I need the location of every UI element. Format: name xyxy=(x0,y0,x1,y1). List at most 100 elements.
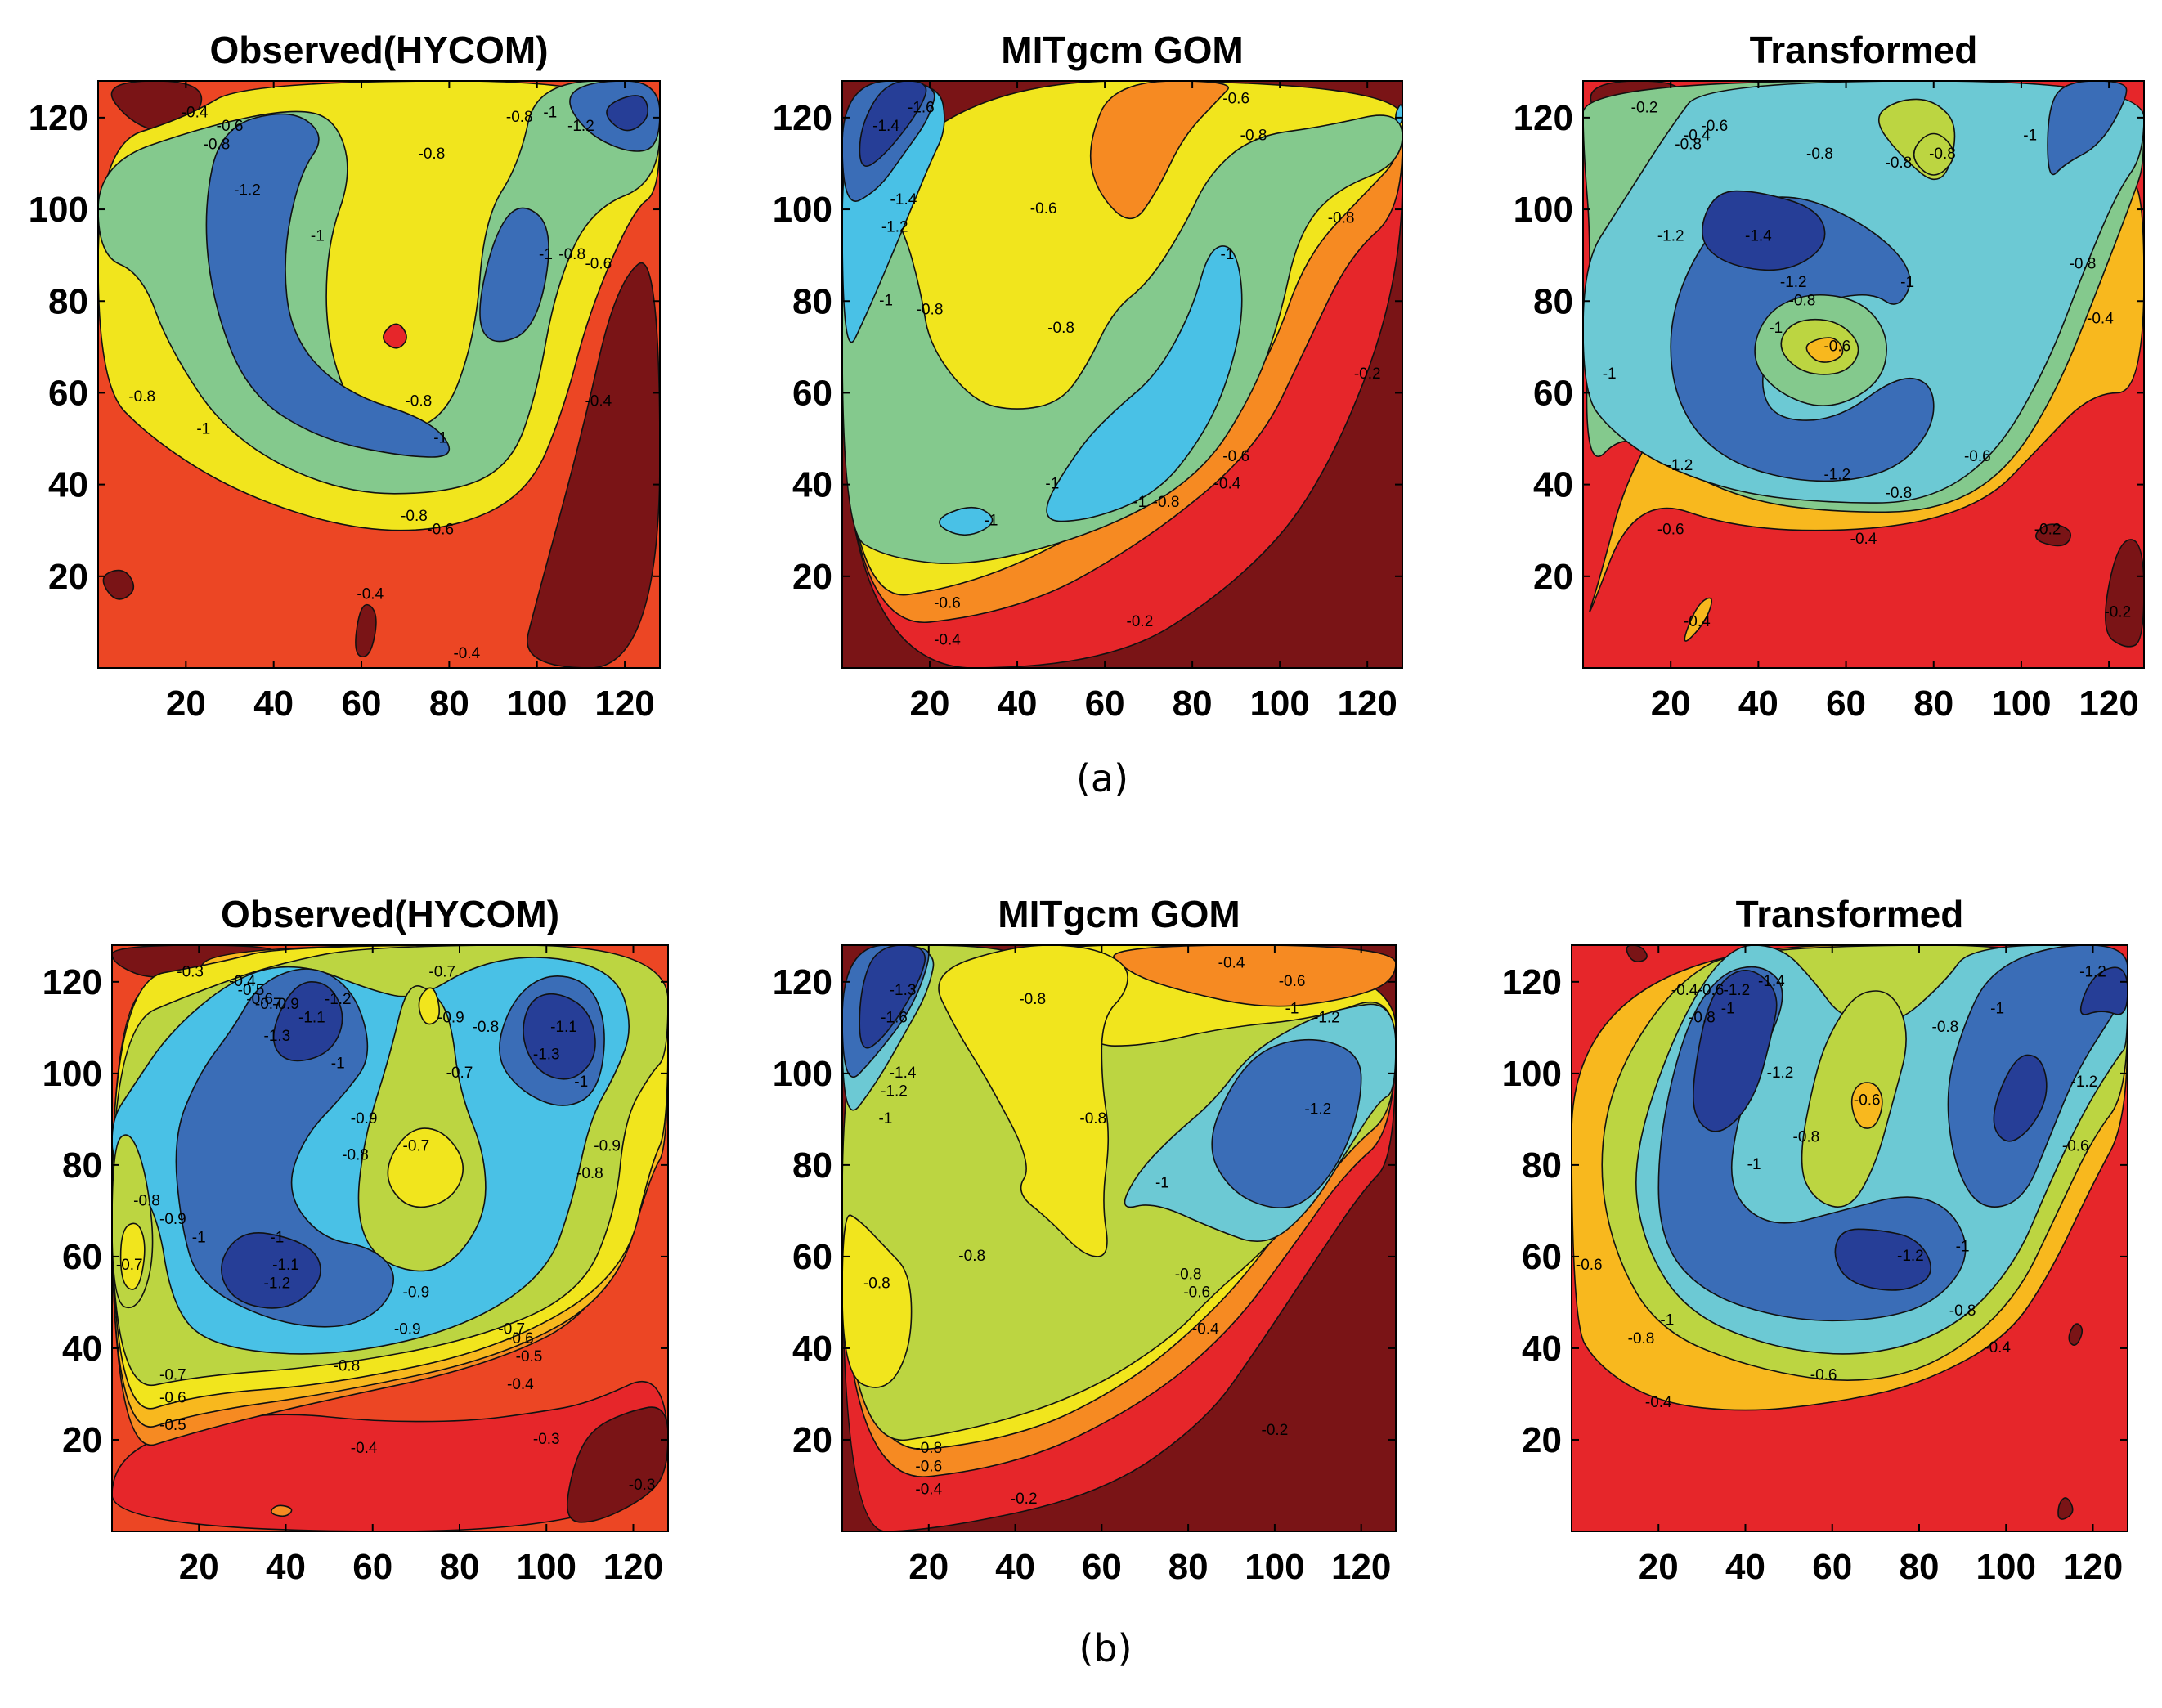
contour-label: -0.2 xyxy=(2104,604,2131,621)
contour-panel-2: -0.6 -0.8 -0.6 -0.8 -0.8 -1 -1.2 -1.4 -1.4 -1.6 -1… xyxy=(773,29,1403,724)
y-tick-label: 20 xyxy=(62,1420,102,1460)
contour-label: -0.8 xyxy=(342,1147,369,1164)
x-tick-label: 20 xyxy=(179,1547,219,1587)
contour-label: -1 xyxy=(1769,320,1783,337)
y-tick-label: 120 xyxy=(1502,962,1562,1002)
y-tick-label: 100 xyxy=(773,190,832,230)
y-tick-label: 120 xyxy=(1514,98,1573,138)
contour-region xyxy=(1684,597,1712,642)
contour-label: -1 xyxy=(192,1230,206,1247)
y-tick-label: 100 xyxy=(43,1054,102,1094)
x-tick-label: 20 xyxy=(166,684,206,724)
contour-label: -1 xyxy=(1045,476,1059,493)
contour-label: -0.8 xyxy=(401,508,428,525)
contour-region xyxy=(567,1406,668,1523)
contour-label: -1 xyxy=(311,228,325,245)
contour-label: -0.4 xyxy=(1218,954,1245,971)
contour-label: -1 xyxy=(879,292,893,309)
y-tick-label: 40 xyxy=(1533,465,1573,505)
contour-region xyxy=(527,262,660,668)
contour-label: -1 xyxy=(2023,127,2037,144)
y-tick-label: 20 xyxy=(792,557,832,597)
panel-title: MITgcm GOM xyxy=(998,893,1240,935)
contour-label: -1.2 xyxy=(1897,1248,1924,1265)
contour-panel-1: -0.4-0.6-0.8-1.2-1-0.8-0.8 -1-1.2-1 -0.8-0… xyxy=(29,29,661,724)
plot-area: -0.6 -0.8 -0.6 -0.8 -0.8 -1 -1.2 -1.4 -1.4 -1.6 -1… xyxy=(842,81,1402,668)
contour-label: -0.4 xyxy=(1850,531,1877,548)
axes-frame xyxy=(1582,80,2145,669)
contour-label: -1.2 xyxy=(1657,228,1684,245)
contour-label: -0.7 xyxy=(403,1137,430,1154)
contour-region xyxy=(939,506,994,536)
contour-label: -0.4 xyxy=(2087,311,2114,328)
contour-region xyxy=(1693,970,1778,1132)
axes-frame xyxy=(97,80,661,669)
contour-label: -1 xyxy=(196,420,210,437)
contour-region xyxy=(479,207,549,343)
y-tick-label: 20 xyxy=(48,557,88,597)
contour-label: -1 xyxy=(1900,274,1914,291)
y-tick-label: 40 xyxy=(1522,1329,1562,1369)
y-tick-label: 20 xyxy=(1522,1420,1562,1460)
contour-label: -0.8 xyxy=(405,393,432,410)
contour-label: -0.8 xyxy=(1886,485,1913,502)
contour-region xyxy=(1805,337,1844,363)
contour-label: -0.7 xyxy=(428,964,455,981)
y-tick-label: 80 xyxy=(792,281,832,321)
contour-label: -1.2 xyxy=(325,991,352,1008)
panel-title: Observed(HYCOM) xyxy=(221,893,559,935)
contour-label: -0.6 xyxy=(2062,1137,2089,1154)
axes-frame xyxy=(1571,944,2128,1532)
contour-region xyxy=(2047,81,2128,176)
contour-label: -1 xyxy=(433,430,447,447)
y-tick-label: 20 xyxy=(1533,557,1573,597)
contour-label: -0.4 xyxy=(357,585,384,603)
contour-label: -0.6 xyxy=(246,991,273,1008)
contour-label: -0.4 xyxy=(1192,1321,1219,1338)
contour-label: -1.6 xyxy=(908,100,935,117)
contour-label: -0.6 xyxy=(1964,448,1991,465)
contour-label: -0.8 xyxy=(1328,209,1355,226)
contour-label: -1.3 xyxy=(533,1046,560,1063)
contour-region xyxy=(1701,190,1826,271)
x-tick-label: 40 xyxy=(266,1547,306,1587)
contour-label: -0.6 xyxy=(585,255,612,272)
x-tick-label: 60 xyxy=(1085,684,1125,724)
contour-region xyxy=(387,1127,464,1208)
contour-label: -0.8 xyxy=(576,1165,603,1182)
contour-region xyxy=(1834,1228,1931,1291)
contour-label: -0.8 xyxy=(863,1275,890,1293)
contour-panel-6: -0.4 -0.6-0.8-1-1.2-1.4-1.2-1-0.8-0.6-0.8… xyxy=(1502,893,2128,1587)
y-tick-label: 40 xyxy=(48,465,88,505)
x-tick-label: 60 xyxy=(352,1547,392,1587)
contour-label: -0.4 xyxy=(915,1482,942,1499)
y-tick-label: 80 xyxy=(62,1145,102,1186)
y-tick-label: 100 xyxy=(1514,190,1573,230)
x-tick-label: 80 xyxy=(440,1547,480,1587)
contour-label: -0.4 xyxy=(453,645,480,662)
contour-label: -0.4 xyxy=(934,631,961,648)
axes-frame xyxy=(841,80,1403,669)
x-tick-label: 80 xyxy=(1900,1547,1940,1587)
contour-region xyxy=(1089,81,1229,220)
x-tick-label: 80 xyxy=(429,684,469,724)
contour-label: -1 xyxy=(985,513,998,530)
contour-label: -0.8 xyxy=(473,1019,500,1036)
y-tick-label: 80 xyxy=(1533,281,1573,321)
x-tick-label: 40 xyxy=(995,1547,1035,1587)
contour-region xyxy=(221,1232,321,1309)
caption-b: (b) xyxy=(1079,1626,1132,1670)
contour-label: -0.6 xyxy=(1698,982,1725,999)
contour-region xyxy=(1211,1038,1362,1208)
contour-region xyxy=(1850,1082,1883,1129)
contour-label: -0.8 xyxy=(1019,991,1046,1008)
x-tick-label: 60 xyxy=(1826,684,1866,724)
contour-label: -1.2 xyxy=(1304,1101,1331,1118)
contour-region xyxy=(523,993,596,1080)
contour-label: -0.6 xyxy=(427,522,454,539)
contour-label: -0.8 xyxy=(1793,1128,1820,1145)
contour-label: -0.8 xyxy=(1789,292,1816,309)
y-tick-label: 80 xyxy=(48,281,88,321)
contour-label: -0.9 xyxy=(159,1211,186,1228)
contour-label: -0.9 xyxy=(394,1321,421,1338)
